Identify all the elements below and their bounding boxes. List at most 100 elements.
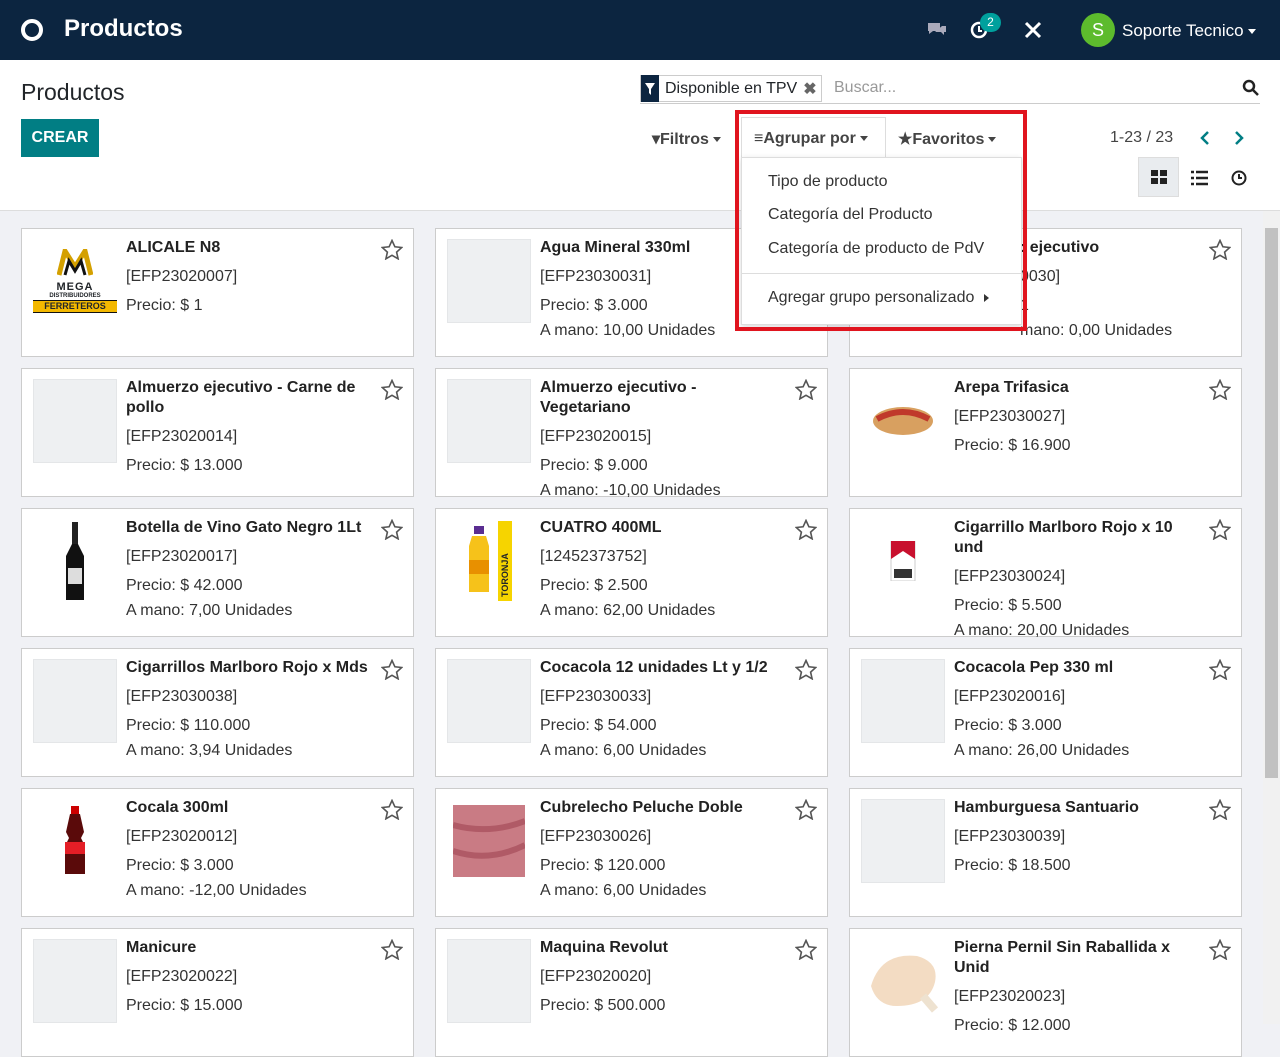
product-info: : ejecutivo 0030] 1 mano: 0,00 Unidades [1020,238,1270,341]
favorite-star[interactable] [380,798,404,825]
product-image [33,519,117,603]
favorite-star[interactable] [380,238,404,265]
product-name: Cocacola Pep 330 ml [954,659,1114,676]
product-price: 1 [1020,297,1029,314]
favorite-star[interactable] [794,518,818,545]
product-info: Cocala 300ml [EFP23020012] Precio: $ 3.000… [126,798,376,901]
product-card[interactable]: Pierna Pernil Sin Raballida x Unid [EFP23… [849,928,1242,1057]
product-info: Manicure [EFP23020022] Precio: $ 15.000 [126,938,376,1016]
product-card[interactable]: Almuerzo ejecutivo - Carne de pollo [EFP2… [21,368,414,497]
facet-remove[interactable]: ✖ [803,80,817,98]
product-price: Precio: $ 1 [126,297,203,314]
filters-button[interactable]: ▾Filtros [652,129,721,149]
product-image [861,519,945,603]
product-ref: [EFP23030027] [954,408,1066,425]
favorite-star[interactable] [380,658,404,685]
search-input[interactable]: Buscar... [834,79,897,96]
product-name: Botella de Vino Gato Negro 1Lt [126,519,362,536]
product-image [861,939,945,1023]
product-price: Precio: $ 54.000 [540,717,657,734]
product-price: Precio: $ 18.500 [954,857,1071,874]
group-by-option[interactable]: Categoría de producto de PdV [768,240,985,257]
favorite-star[interactable] [1208,938,1232,965]
product-card[interactable]: Cocala 300ml [EFP23020012] Precio: $ 3.000… [21,788,414,917]
breadcrumb: Productos [21,79,125,105]
logo-text: MEGA [56,281,94,293]
product-price: Precio: $ 15.000 [126,997,243,1014]
product-price: Precio: $ 12.000 [954,1017,1071,1034]
product-ref: [EFP23020022] [126,968,238,985]
search-icon[interactable] [1242,79,1259,96]
product-ref: [EFP23020015] [540,428,652,445]
favorite-star[interactable] [794,658,818,685]
product-ref: [EFP23020016] [954,688,1066,705]
product-image: MEGA DISTRIBUIDORES FERRETEROS [33,239,117,323]
favorite-star[interactable] [1208,658,1232,685]
pager-prev[interactable] [1198,130,1212,146]
user-menu[interactable]: Soporte Tecnico [1122,21,1256,41]
favorite-star[interactable] [1208,798,1232,825]
product-card[interactable]: TORONJA CUATRO 400ML [12452373752] Precio: … [435,508,828,637]
product-name: Arepa Trifasica [954,379,1069,396]
product-name: Cigarrillos Marlboro Rojo x Mds [126,659,368,676]
favorite-star[interactable] [1208,378,1232,405]
product-card[interactable]: Cubrelecho Peluche Doble [EFP23030026] Pre… [435,788,828,917]
product-name: Almuerzo ejecutivo - Carne de pollo [126,379,356,416]
product-on-hand: A mano: 6,00 Unidades [540,882,707,899]
favorite-star[interactable] [794,798,818,825]
list-view-button[interactable] [1190,170,1210,186]
favorite-star[interactable] [794,378,818,405]
product-card[interactable]: Cigarrillos Marlboro Rojo x Mds [EFP23030… [21,648,414,777]
product-card[interactable]: Cocacola Pep 330 ml [EFP23020016] Precio: … [849,648,1242,777]
favorite-star[interactable] [380,518,404,545]
create-button[interactable]: CREAR [21,119,99,157]
search-bar: Disponible en TPV ✖ Buscar... [640,74,1260,104]
custom-group-option[interactable]: Agregar grupo personalizado [768,289,990,307]
product-ref: [EFP23020020] [540,968,652,985]
product-price: Precio: $ 3.000 [954,717,1062,734]
product-card[interactable]: Almuerzo ejecutivo - Vegetariano [EFP2302… [435,368,828,499]
activity-view-button[interactable] [1230,169,1248,187]
product-card[interactable]: Arepa Trifasica [EFP23030027] Precio: $ 16… [849,368,1242,497]
debug-icon[interactable] [1023,20,1043,40]
pager-next[interactable] [1232,130,1246,146]
product-card[interactable]: Hamburguesa Santuario [EFP23030039] Precio… [849,788,1242,917]
product-name: Cocacola 12 unidades Lt y 1/2 [540,659,768,676]
group-by-button[interactable]: ≡Agrupar por [741,117,886,158]
product-ref: [EFP23030033] [540,688,652,705]
product-ref: [EFP23020017] [126,548,238,565]
navbar: Productos 2 S Soporte Tecnico [0,0,1280,60]
group-by-option[interactable]: Categoría del Producto [768,206,933,223]
group-by-option[interactable]: Tipo de producto [768,173,888,190]
app-logo[interactable] [20,18,44,42]
product-card[interactable]: Botella de Vino Gato Negro 1Lt [EFP230200… [21,508,414,637]
product-name: Almuerzo ejecutivo - Vegetariano [540,379,697,416]
product-price: Precio: $ 500.000 [540,997,666,1014]
product-card[interactable]: MEGA DISTRIBUIDORES FERRETEROS ALICALE N8 [E… [21,228,414,357]
user-avatar[interactable]: S [1081,13,1115,47]
product-name: Agua Mineral 330ml [540,239,691,256]
product-card[interactable]: Cocacola 12 unidades Lt y 1/2 [EFP2303003… [435,648,828,777]
product-on-hand: A mano: 62,00 Unidades [540,602,716,619]
product-image [447,379,531,463]
product-name: : ejecutivo [1020,239,1100,256]
favorite-star[interactable] [380,938,404,965]
favorite-star[interactable] [794,938,818,965]
favorite-star[interactable] [380,378,404,405]
chat-icon[interactable] [926,20,948,40]
product-image [447,939,531,1023]
favorites-button[interactable]: ★Favoritos [898,129,997,149]
product-image [33,659,117,743]
product-card[interactable]: Manicure [EFP23020022] Precio: $ 15.000 [21,928,414,1057]
product-ref: [EFP23020014] [126,428,238,445]
product-card[interactable]: Cigarrillo Marlboro Rojo x 10 und [EFP230… [849,508,1242,639]
user-name: Soporte Tecnico [1122,21,1244,40]
favorite-star[interactable] [1208,518,1232,545]
product-info: Arepa Trifasica [EFP23030027] Precio: $ 16… [954,378,1204,456]
product-image [861,659,945,743]
favorite-star[interactable] [1208,238,1232,265]
scrollbar [1263,211,1280,1024]
kanban-view-button[interactable] [1138,157,1179,197]
product-card[interactable]: Maquina Revolut [EFP23020020] Precio: $ 50… [435,928,828,1057]
filters-label: Filtros [660,131,709,148]
